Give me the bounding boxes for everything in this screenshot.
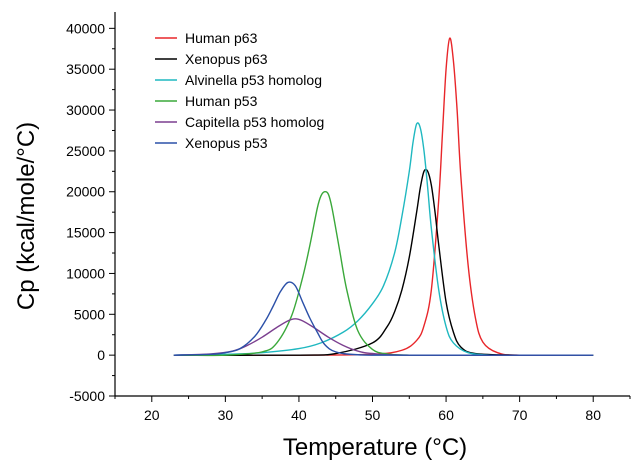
x-tick-label: 70 xyxy=(512,407,528,423)
y-tick-label: 10000 xyxy=(66,265,105,281)
x-tick-label: 60 xyxy=(438,407,454,423)
series-line-human-p63 xyxy=(173,37,594,357)
series-line-alvinella-p53-homolog xyxy=(173,122,594,357)
legend-label-xenopus-p63: Xenopus p63 xyxy=(185,51,268,67)
series-line-xenopus-p53 xyxy=(173,281,594,356)
x-tick-label: 20 xyxy=(144,407,160,423)
y-tick-label: 0 xyxy=(97,347,105,363)
legend-label-capitella-p53-homolog: Capitella p53 homolog xyxy=(185,114,324,130)
y-tick-label: 5000 xyxy=(74,306,105,322)
x-tick-label: 80 xyxy=(585,407,601,423)
series-lines xyxy=(173,37,594,357)
x-axis-title: Temperature (°C) xyxy=(283,434,467,461)
y-tick-label: 40000 xyxy=(66,20,105,36)
legend-label-xenopus-p53: Xenopus p53 xyxy=(185,135,268,151)
series-line-human-p53 xyxy=(173,190,594,357)
x-axis-ticks: 20 30 40 50 60 70 80 xyxy=(114,396,631,423)
legend-label-alvinella-p53-homolog: Alvinella p53 homolog xyxy=(185,72,322,88)
y-tick-label: 15000 xyxy=(66,225,105,241)
y-axis-title: Cp (kcal/mole/°C) xyxy=(13,122,40,310)
series-line-xenopus-p63 xyxy=(173,168,594,356)
y-tick-label: 35000 xyxy=(66,61,105,77)
x-tick-label: 40 xyxy=(291,407,307,423)
legend-label-human-p63: Human p63 xyxy=(185,30,258,46)
legend: Human p63 Xenopus p63 Alvinella p53 homolo… xyxy=(155,30,324,151)
y-tick-label: 25000 xyxy=(66,143,105,159)
y-axis-ticks: -5000 0 5000 10000 15000 20000 25000 30000 35000… xyxy=(66,20,115,404)
axes-frame xyxy=(114,12,630,397)
y-tick-label: -5000 xyxy=(69,388,105,404)
legend-label-human-p53: Human p53 xyxy=(185,93,258,109)
y-tick-label: 20000 xyxy=(66,184,105,200)
y-tick-label: 30000 xyxy=(66,102,105,118)
x-tick-label: 30 xyxy=(218,407,234,423)
x-tick-label: 50 xyxy=(365,407,381,423)
